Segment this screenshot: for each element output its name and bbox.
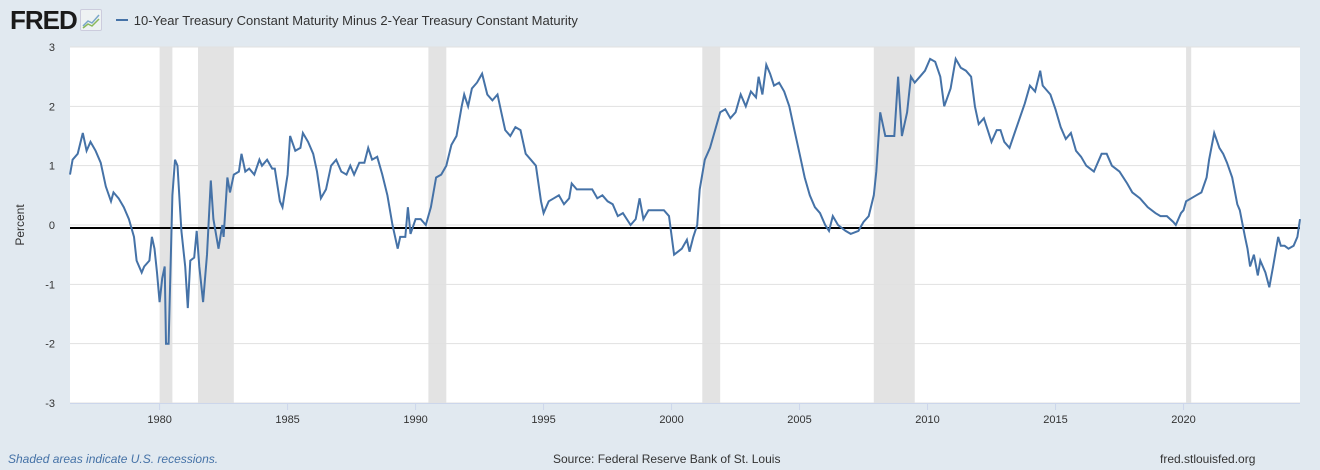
fred-chart-logo-icon: [79, 9, 102, 31]
legend-label[interactable]: 10-Year Treasury Constant Maturity Minus…: [133, 12, 578, 28]
y-tick-labels: 3 2 1 0 -1 -2 -3: [45, 42, 55, 410]
x-tick-label: 2005: [787, 414, 811, 426]
y-axis-label: Percent: [13, 204, 27, 246]
recession-note: Shaded areas indicate U.S. recessions.: [8, 452, 219, 466]
y-tick-label: 2: [49, 101, 55, 113]
y-tick-label: 0: [49, 220, 55, 232]
x-tick-label: 2015: [1043, 414, 1067, 426]
y-tick-label: -1: [45, 279, 55, 291]
x-tick-label: 1990: [403, 414, 427, 426]
gridlines: [70, 46, 1300, 410]
y-tick-label: -3: [45, 398, 55, 410]
x-tick-labels: 1980 1985 1990 1995 2000 2005 2010 2015 2020: [147, 414, 1195, 426]
y-tick-label: 3: [49, 42, 55, 54]
x-tick-label: 1980: [147, 414, 171, 426]
x-tick-label: 1995: [531, 414, 555, 426]
y-tick-label: -2: [45, 339, 55, 351]
x-tick-label: 2010: [915, 414, 939, 426]
x-tick-label: 2020: [1171, 414, 1195, 426]
y-tick-label: 1: [49, 161, 55, 173]
chart-header: FRED 10-Year Treasury Constant Maturity …: [10, 4, 578, 35]
x-tick-label: 1985: [275, 414, 299, 426]
fred-logo[interactable]: FRED: [10, 4, 78, 35]
source-text: Source: Federal Reserve Bank of St. Loui…: [553, 452, 781, 466]
site-link[interactable]: fred.stlouisfed.org: [1160, 452, 1256, 466]
x-tick-label: 2000: [659, 414, 683, 426]
series-line: [69, 55, 1301, 345]
legend-swatch: [115, 19, 128, 21]
